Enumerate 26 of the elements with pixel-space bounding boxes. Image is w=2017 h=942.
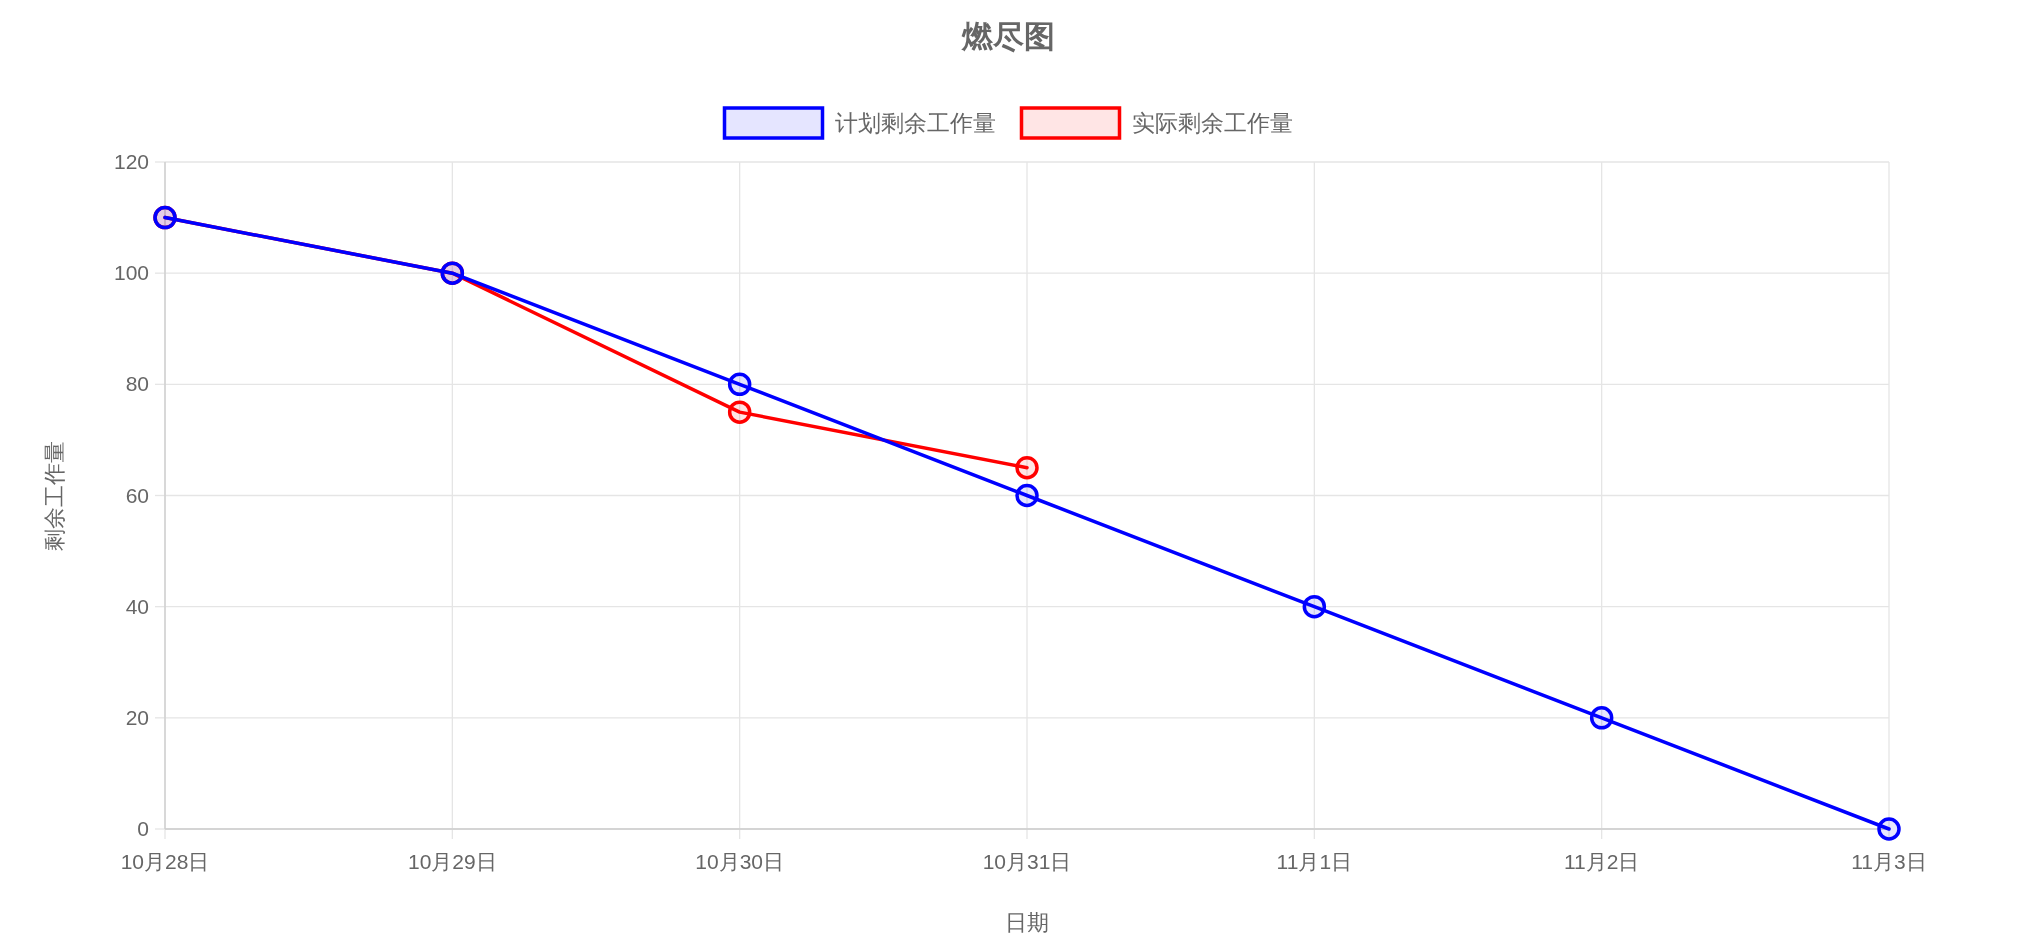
y-tick-label: 0 [137,817,149,840]
legend-label: 计划剩余工作量 [834,110,996,136]
point [1877,817,1901,841]
y-tick-label: 80 [125,372,149,396]
x-tick-label: 11月2日 [1563,850,1640,873]
point [1015,455,1039,480]
point [727,372,752,397]
x-tick-label: 11月1日 [1276,850,1353,873]
point [1015,483,1039,508]
point [727,400,752,424]
x-tick-label: 10月31日 [982,850,1072,873]
chart-title: 燃尽图 [961,19,1055,54]
y-tick-label: 20 [125,705,149,729]
point [1589,706,1614,730]
point [1302,594,1327,619]
x-tick-label: 10月30日 [695,850,785,873]
x-axis-title: 日期 [1005,910,1049,935]
y-tick-label: 120 [113,150,149,173]
y-axis-title: 剩余工作量 [42,440,67,551]
x-tick-label: 10月29日 [407,850,497,873]
y-tick-label: 40 [125,594,149,618]
y-tick-label: 100 [113,261,149,285]
x-tick-label: 10月28日 [120,850,210,873]
x-tick-label: 11月3日 [1851,850,1927,873]
legend-label: 实际剩余工作量 [1131,110,1293,136]
y-tick-label: 60 [125,483,149,507]
